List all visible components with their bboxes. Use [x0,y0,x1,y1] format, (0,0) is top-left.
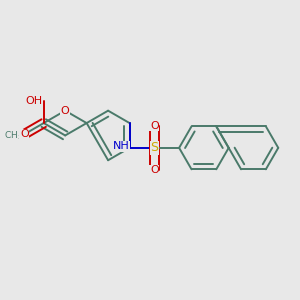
Text: CH$_3$: CH$_3$ [4,129,22,142]
Text: OH: OH [25,96,42,106]
Text: O: O [150,165,159,175]
Text: S: S [150,141,158,154]
Text: O: O [20,129,29,139]
Text: O: O [150,121,159,130]
Text: O: O [61,106,70,116]
Text: NH: NH [113,141,130,152]
